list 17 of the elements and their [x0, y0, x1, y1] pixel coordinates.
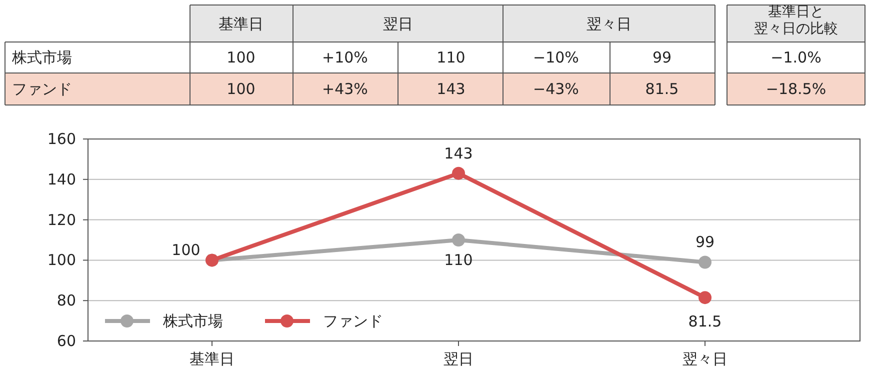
y-tick-label: 160 — [47, 130, 76, 148]
data-label: 81.5 — [688, 312, 722, 331]
data-label: 100 — [172, 241, 200, 260]
y-tick-label: 140 — [47, 170, 76, 188]
y-tick-label: 60 — [56, 332, 76, 350]
y-tick-label: 120 — [47, 210, 76, 229]
x-tick-label: 翌々日 — [682, 350, 728, 368]
x-tick-label: 翌日 — [444, 350, 474, 368]
legend-label: 株式市場 — [162, 312, 223, 330]
data-label: 143 — [444, 144, 473, 162]
x-tick-label: 基準日 — [190, 350, 234, 368]
data-label: 110 — [444, 251, 473, 269]
legend-label: ファンド — [323, 312, 383, 330]
y-tick-label: 80 — [56, 292, 76, 310]
data-label: 99 — [695, 233, 715, 252]
table: 基準日 翌日 翌々日 基準日と翌々日の比較 株式市場 100 +10% 110 −10% 99 −1.0% ファンド 100 +43% 143 −43% 81.5 −18.5% — [4, 4, 866, 106]
y-tick-label: 100 — [47, 251, 76, 270]
